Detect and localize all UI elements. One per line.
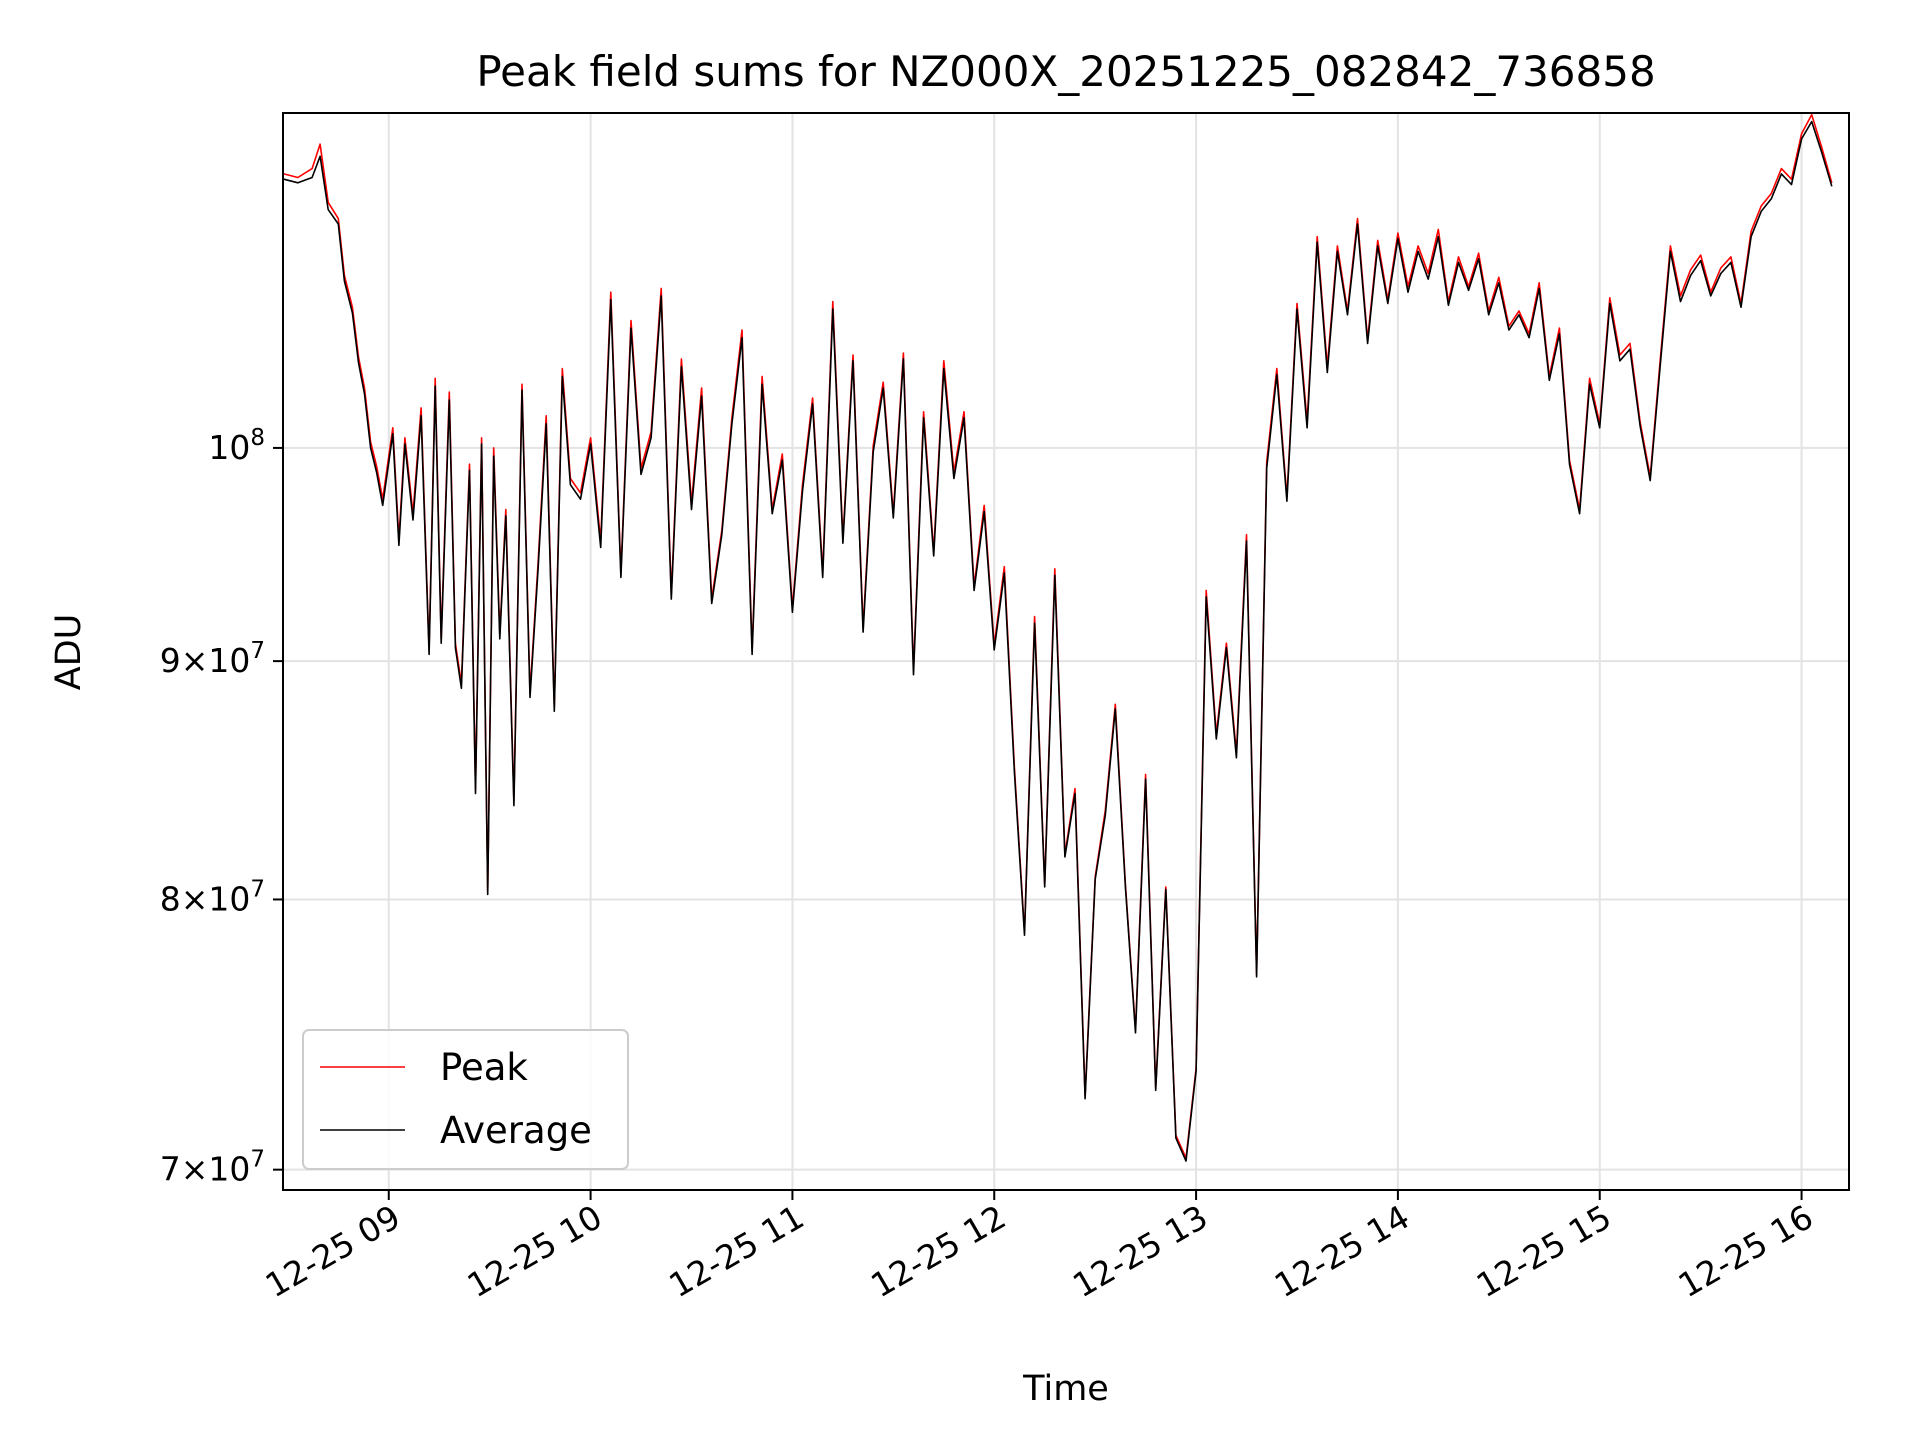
series-line-average [283,120,1833,1162]
y-tick-label: 7×107 [160,1147,265,1189]
y-tick-label: 108 [208,425,265,467]
chart-title: Peak field sums for NZ000X_20251225_0828… [476,47,1655,96]
legend-box [302,1029,629,1170]
legend-label-peak: Peak [440,1046,528,1089]
legend-label-average: Average [440,1109,592,1152]
legend: Peak Average [302,1029,629,1170]
y-tick-label: 8×107 [160,876,265,918]
y-axis-ticks: 7×107 8×107 9×107 108 [160,425,283,1189]
x-axis-label: Time [1022,1369,1109,1409]
y-tick-label: 9×107 [160,638,265,680]
y-axis-label: ADU [49,614,89,691]
series-layer [283,113,1833,1162]
plot-frame [282,112,1850,1191]
